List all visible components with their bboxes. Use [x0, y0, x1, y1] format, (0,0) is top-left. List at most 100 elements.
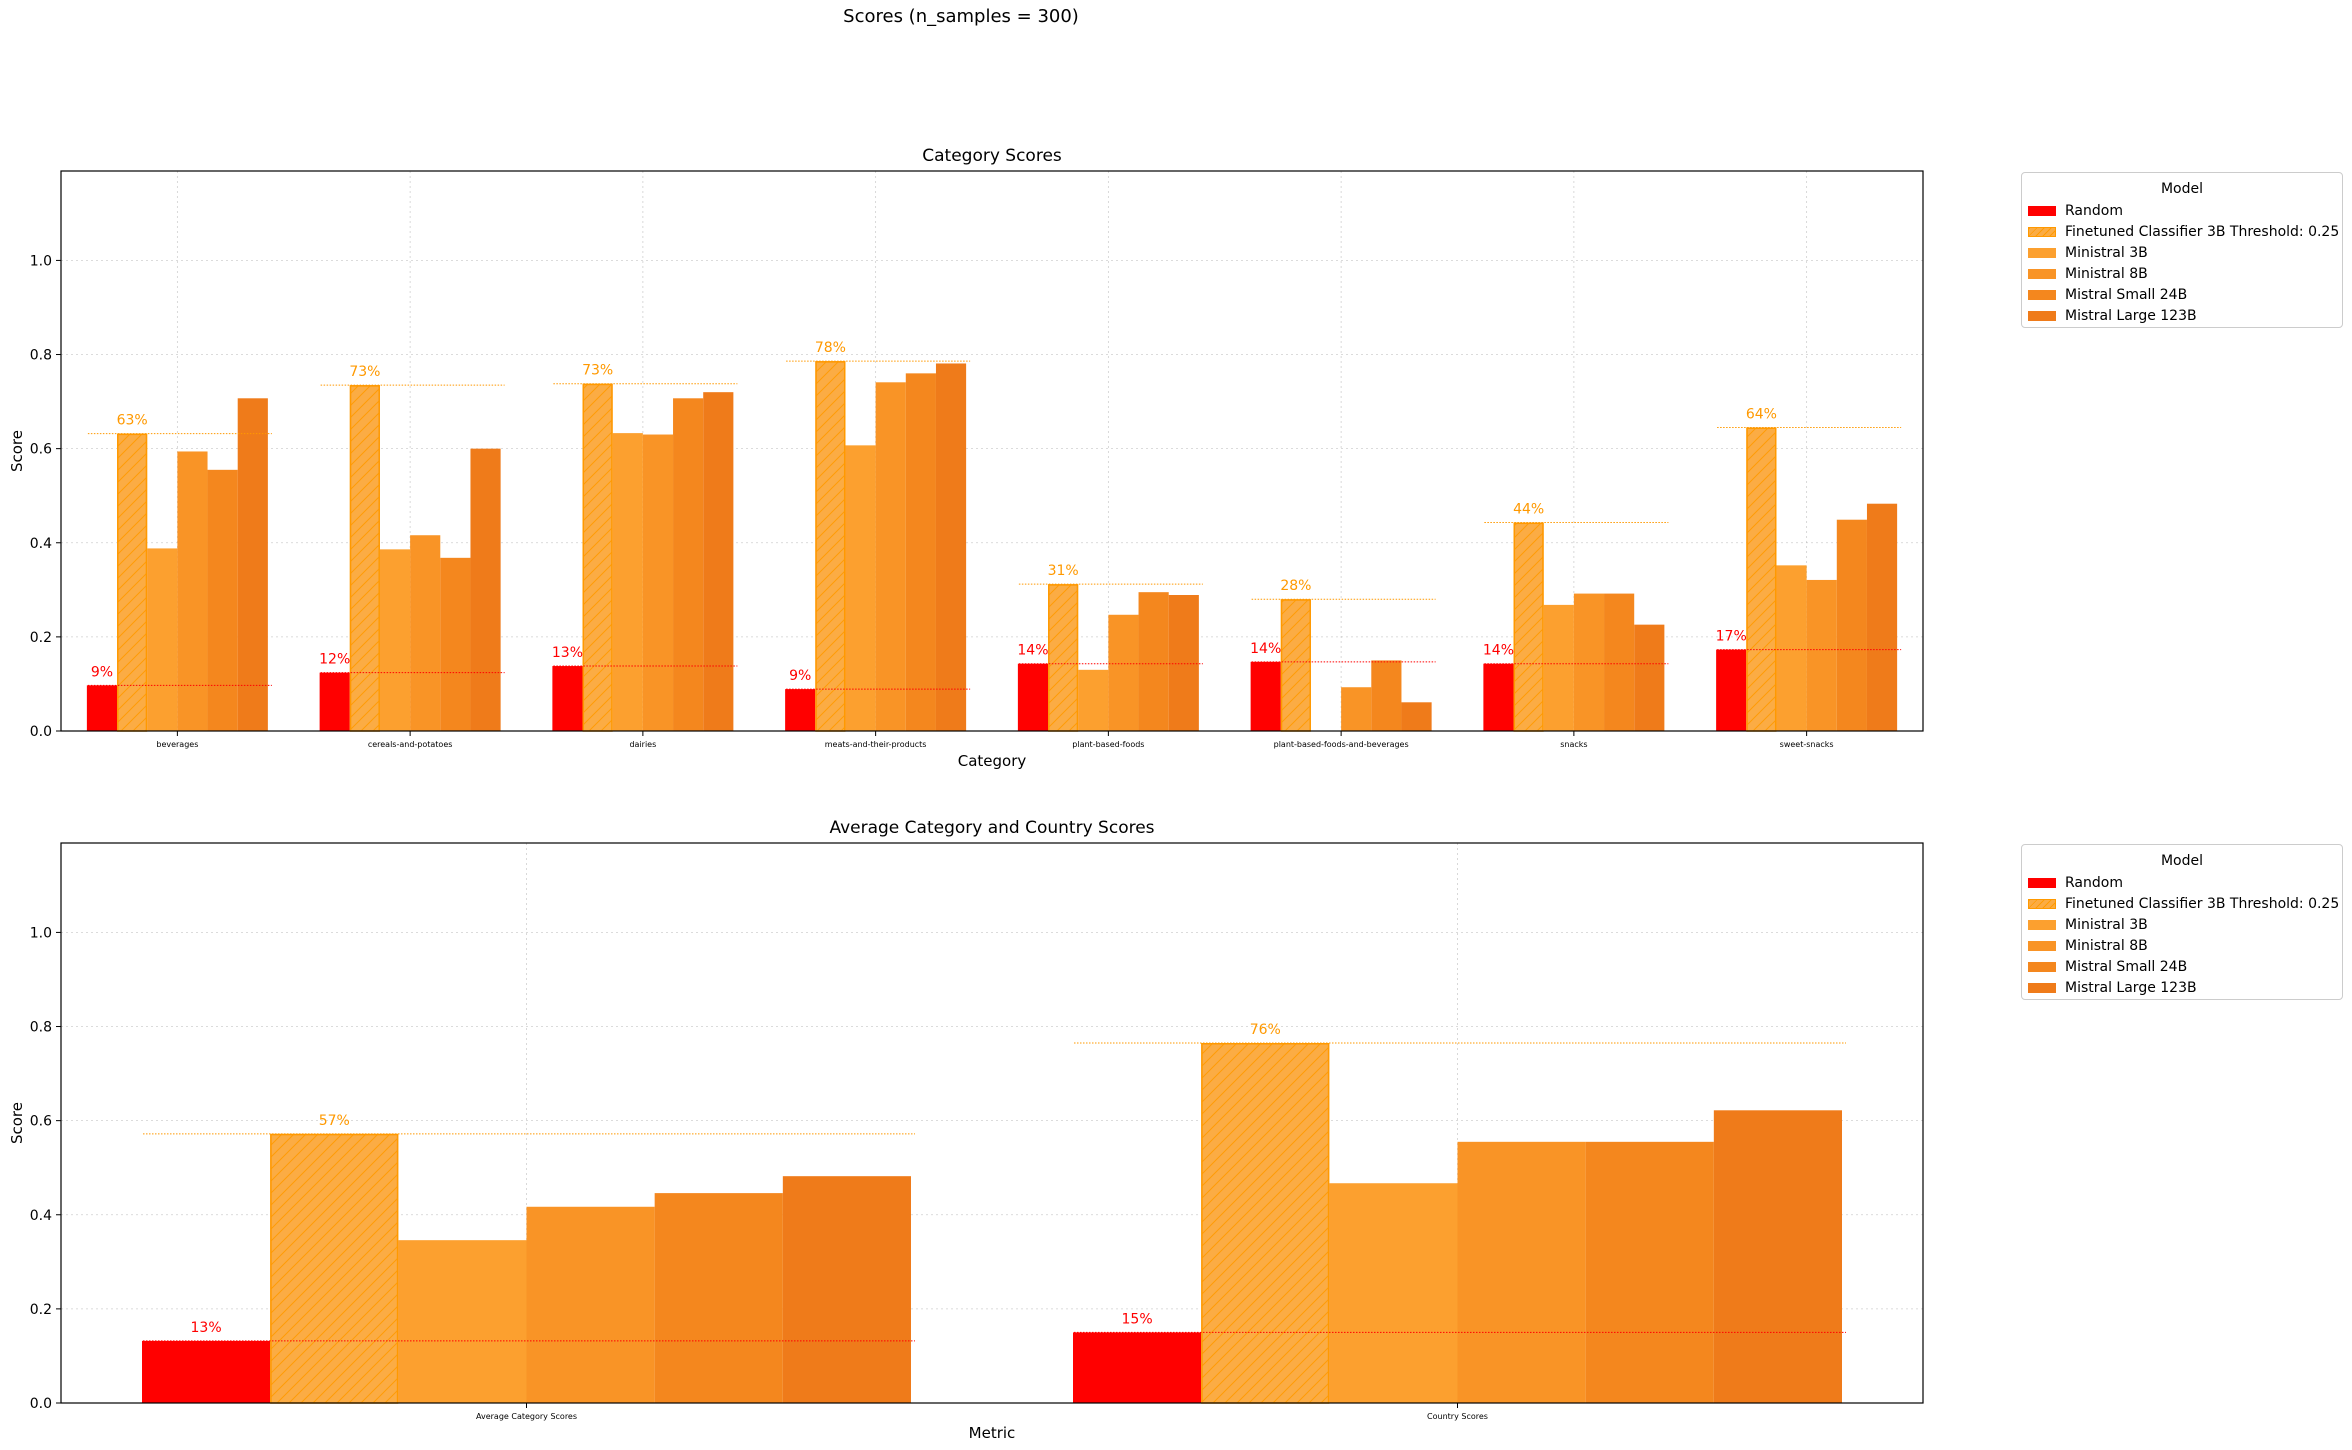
bar-ministral-3b-average-category-scores — [398, 1240, 527, 1403]
bar-ministral-3b-beverages — [147, 548, 178, 731]
plot-frame — [60, 842, 1924, 1404]
bar-finetuned-classifier-3b-threshold-0-25-average-category-scores-hatch — [270, 1133, 399, 1404]
chart-title: Category Scores — [922, 146, 1062, 166]
bar-finetuned-classifier-3b-threshold-0-25-plant-based-foods-and-beverages-hatch — [1280, 599, 1311, 732]
x-tick-label: sweet-snacks — [1780, 740, 1834, 749]
y-tick-label: 0.0 — [30, 724, 52, 740]
legend-label: Mistral Small 24B — [2065, 286, 2188, 303]
bar-ministral-8b-beverages — [177, 451, 208, 731]
y-tick-label: 0.2 — [30, 630, 52, 646]
bar-mistral-large-123b-country-scores — [1713, 1110, 1842, 1403]
bar-finetuned-classifier-3b-threshold-0-25-cereals-and-potatoes-hatch — [349, 385, 380, 732]
legend-swatch — [2028, 940, 2056, 951]
legend-item-random: Random — [2028, 200, 2342, 221]
classifier-value-label: 73% — [349, 364, 380, 380]
x-tick-label: snacks — [1560, 740, 1587, 749]
legend-swatch — [2028, 310, 2056, 321]
legend-item-mistral-large-123b: Mistral Large 123B — [2028, 977, 2342, 998]
legend-swatch — [2028, 289, 2056, 300]
bar-random-country-scores — [1073, 1332, 1202, 1403]
legend-item-finetuned-classifier: Finetuned Classifier 3B Threshold: 0.25 — [2028, 221, 2342, 242]
legend-label: Ministral 8B — [2065, 937, 2148, 954]
legend-item-mistral-small-24b: Mistral Small 24B — [2028, 284, 2342, 305]
bar-ministral-3b-cereals-and-potatoes — [379, 549, 411, 731]
bar-mistral-large-123b-plant-based-foods-and-beverages — [1401, 702, 1432, 731]
legend-swatch — [2028, 961, 2056, 972]
legend-swatch — [2028, 982, 2056, 993]
legend-label: Ministral 8B — [2065, 265, 2148, 282]
legend-label: Ministral 3B — [2065, 244, 2148, 261]
legend-title: Model — [2160, 181, 2204, 197]
y-tick-label: 0.6 — [30, 442, 52, 458]
bar-random-plant-based-foods-and-beverages — [1250, 661, 1281, 731]
legend-title: Model — [2160, 853, 2204, 869]
random-value-label: 14% — [1483, 643, 1514, 659]
bar-finetuned-classifier-3b-threshold-0-25-snacks-hatch — [1513, 522, 1544, 732]
classifier-value-label: 76% — [1250, 1022, 1281, 1038]
legend-label: Mistral Small 24B — [2065, 958, 2188, 975]
bar-ministral-3b-sweet-snacks — [1776, 565, 1807, 731]
x-tick-label: meats-and-their-products — [825, 740, 927, 749]
y-tick-label: 0.6 — [30, 1114, 52, 1130]
x-tick-label: dairies — [629, 740, 656, 749]
chart-title: Average Category and Country Scores — [829, 818, 1154, 838]
random-value-label: 13% — [552, 645, 583, 661]
random-value-label: 13% — [191, 1320, 222, 1336]
legend-swatch — [2028, 247, 2056, 258]
bar-mistral-large-123b-beverages — [237, 398, 268, 731]
bar-random-meats-and-their-products — [785, 689, 816, 731]
bar-mistral-large-123b-meats-and-their-products — [935, 363, 967, 731]
legend-item-mistral-small-24b: Mistral Small 24B — [2028, 956, 2342, 977]
x-tick-label: cereals-and-potatoes — [368, 740, 453, 749]
legend-item-ministral-3b: Ministral 3B — [2028, 914, 2342, 935]
legend-label: Finetuned Classifier 3B Threshold: 0.25 — [2065, 223, 2340, 240]
x-tick-label: Country Scores — [1427, 1412, 1488, 1421]
random-value-label: 14% — [1250, 641, 1281, 657]
classifier-value-label: 31% — [1048, 563, 1079, 579]
x-tick-label: plant-based-foods — [1072, 740, 1144, 749]
bar-mistral-small-24b-beverages — [207, 469, 238, 731]
bar-mistral-small-24b-plant-based-foods-and-beverages — [1371, 660, 1402, 731]
legend-swatch — [2028, 919, 2056, 930]
bar-mistral-large-123b-average-category-scores — [782, 1176, 911, 1403]
legend-category-scores: Model Random Finetuned Classifier 3B Thr… — [2021, 172, 2343, 328]
average-scores-chart: Average Category and Country Scores 13% 57… — [8, 818, 1924, 1442]
y-axis-label: Score — [8, 1102, 26, 1144]
legend-label: Finetuned Classifier 3B Threshold: 0.25 — [2065, 895, 2340, 912]
legend-label: Mistral Large 123B — [2065, 979, 2197, 996]
bar-ministral-8b-plant-based-foods — [1108, 614, 1139, 731]
bar-finetuned-classifier-3b-threshold-0-25-dairies-hatch — [582, 383, 613, 732]
bar-finetuned-classifier-3b-threshold-0-25-country-scores-hatch — [1201, 1043, 1330, 1404]
bar-ministral-8b-average-category-scores — [526, 1206, 655, 1403]
y-tick-label: 0.4 — [30, 1208, 52, 1224]
classifier-value-label: 28% — [1280, 578, 1311, 594]
bar-ministral-8b-meats-and-their-products — [875, 382, 906, 731]
category-scores-chart: Category Scores 9% 63% beverages 12% 73% cerea… — [8, 146, 1924, 770]
classifier-value-label: 78% — [815, 340, 846, 356]
bar-ministral-3b-dairies — [612, 433, 643, 731]
bar-mistral-small-24b-meats-and-their-products — [905, 373, 936, 731]
random-value-label: 9% — [789, 668, 811, 684]
bar-random-average-category-scores — [142, 1340, 271, 1403]
x-axis-label: Metric — [969, 1424, 1016, 1442]
figure-suptitle: Scores (n_samples = 300) — [843, 6, 1079, 27]
classifier-value-label: 73% — [582, 363, 613, 379]
bar-ministral-3b-meats-and-their-products — [845, 445, 876, 731]
random-value-label: 17% — [1716, 629, 1747, 645]
bar-random-snacks — [1483, 663, 1514, 731]
bar-mistral-large-123b-dairies — [703, 392, 734, 731]
classifier-value-label: 44% — [1513, 502, 1544, 518]
bar-ministral-8b-cereals-and-potatoes — [410, 535, 441, 731]
legend-swatch — [2028, 205, 2056, 216]
y-tick-label: 0.8 — [30, 1020, 52, 1036]
legend-swatch — [2028, 898, 2056, 909]
legend-swatch — [2028, 877, 2056, 888]
bar-ministral-3b-plant-based-foods — [1078, 669, 1109, 731]
bar-mistral-small-24b-cereals-and-potatoes — [440, 557, 471, 731]
legend-item-ministral-8b: Ministral 8B — [2028, 263, 2342, 284]
bar-mistral-small-24b-dairies — [673, 398, 704, 731]
y-tick-label: 0.0 — [30, 1396, 52, 1412]
legend-swatch — [2028, 226, 2056, 237]
x-axis-label: Category — [958, 752, 1027, 770]
